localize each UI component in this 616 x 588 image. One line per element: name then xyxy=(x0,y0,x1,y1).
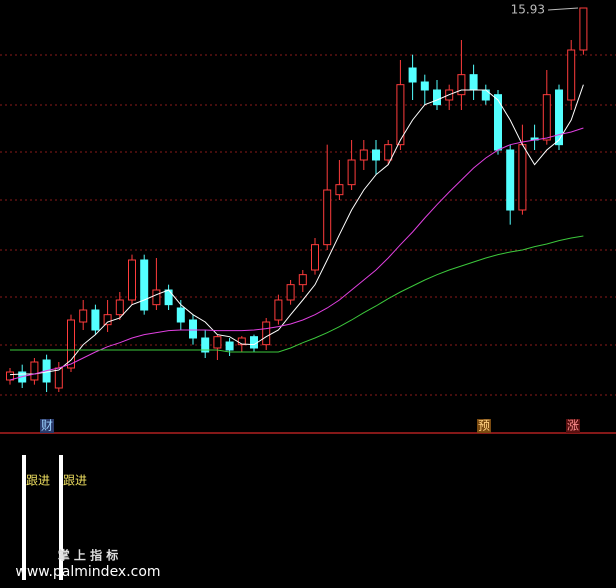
candle-body xyxy=(494,94,502,151)
moving-average xyxy=(10,235,584,353)
candle-body xyxy=(433,89,441,106)
candle-body xyxy=(286,284,295,301)
candle-body xyxy=(189,319,197,339)
candle-body xyxy=(420,81,429,91)
candle-body xyxy=(213,336,222,349)
candle-body xyxy=(79,309,88,323)
marker-box xyxy=(566,419,580,433)
signal-bar xyxy=(59,455,63,580)
candle-body xyxy=(91,309,100,331)
candle-body xyxy=(567,49,576,101)
candle-body xyxy=(152,289,161,306)
candle-body xyxy=(225,341,234,351)
candle-body xyxy=(176,307,185,323)
candle-body xyxy=(506,149,515,211)
candle-body xyxy=(542,94,551,141)
candle-body xyxy=(298,274,307,286)
candle-body xyxy=(311,244,319,271)
candle-body xyxy=(457,74,466,96)
candle-body xyxy=(469,74,478,91)
candle-body xyxy=(67,319,75,369)
marker: 预 xyxy=(478,419,490,433)
marker-box xyxy=(477,419,491,433)
candle-body xyxy=(262,321,271,346)
candle-body xyxy=(372,149,380,161)
grid xyxy=(0,54,616,396)
candle-body xyxy=(140,259,149,311)
candle-body xyxy=(323,189,332,246)
candle-body xyxy=(6,371,14,381)
high-label: 15.93 xyxy=(511,3,545,17)
moving-average xyxy=(9,84,584,376)
candle-body xyxy=(396,84,405,146)
marker: 财 xyxy=(41,419,53,433)
moving-average xyxy=(9,127,584,381)
candle-body xyxy=(555,89,563,146)
candle-body xyxy=(103,314,112,326)
candle-body xyxy=(579,7,588,51)
high-pointer xyxy=(547,7,579,11)
candle-body xyxy=(201,337,210,353)
candle-body xyxy=(347,159,356,186)
marker-box xyxy=(40,419,54,433)
candle-body xyxy=(54,367,63,389)
candle-body xyxy=(274,299,283,321)
candle-body xyxy=(250,336,258,349)
signal-label: 跟进 xyxy=(26,474,50,488)
candle-body xyxy=(359,149,368,161)
candle-body xyxy=(384,144,393,161)
candle-body xyxy=(115,299,124,316)
candle-body xyxy=(128,259,136,301)
candle-body xyxy=(518,144,527,211)
watermark: 掌 上 指 标 xyxy=(58,548,119,563)
marker: 涨 xyxy=(567,418,579,433)
candle-body xyxy=(30,361,39,381)
url: www.palmindex.com xyxy=(15,564,160,580)
signal-label: 跟进 xyxy=(63,474,87,488)
candle-body xyxy=(335,184,344,196)
signal-bar xyxy=(22,455,26,580)
candle-body xyxy=(408,67,417,83)
